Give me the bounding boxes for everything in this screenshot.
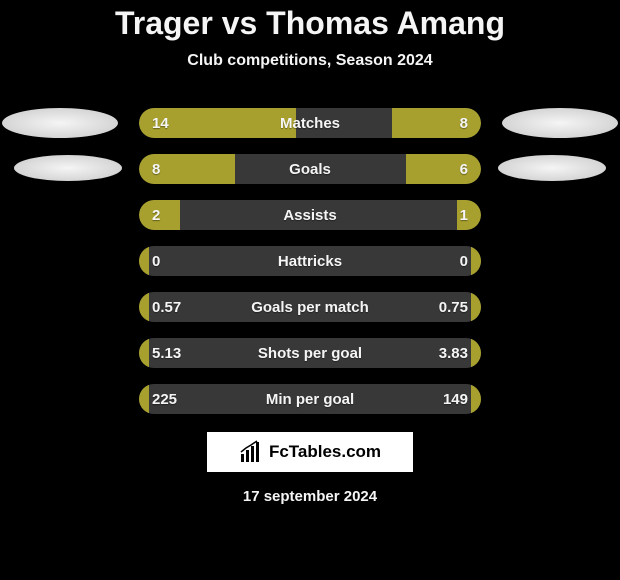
page-title: Trager vs Thomas Amang: [0, 5, 620, 42]
stat-row: 14Matches8: [139, 108, 481, 138]
stat-label: Assists: [139, 207, 481, 224]
stat-label: Shots per goal: [139, 345, 481, 362]
stat-value-right: 1: [460, 207, 468, 224]
stat-value-right: 0.75: [439, 299, 468, 316]
stat-value-right: 149: [443, 391, 468, 408]
chart-icon: [239, 440, 263, 464]
stat-value-right: 0: [460, 253, 468, 270]
stat-value-right: 6: [460, 161, 468, 178]
player-left-badge-1: [2, 108, 118, 138]
stat-row: 8Goals6: [139, 154, 481, 184]
stat-value-right: 3.83: [439, 345, 468, 362]
stat-row: 0Hattricks0: [139, 246, 481, 276]
player-right-badge-1: [502, 108, 618, 138]
stat-label: Goals: [139, 161, 481, 178]
stat-label: Hattricks: [139, 253, 481, 270]
stat-label: Min per goal: [139, 391, 481, 408]
stat-value-right: 8: [460, 115, 468, 132]
watermark-text: FcTables.com: [269, 442, 381, 462]
stat-row: 5.13Shots per goal3.83: [139, 338, 481, 368]
main-container: Trager vs Thomas Amang Club competitions…: [0, 0, 620, 580]
subtitle: Club competitions, Season 2024: [0, 52, 620, 70]
player-right-badge-2: [498, 155, 606, 181]
stats-area: 14Matches88Goals62Assists10Hattricks00.5…: [0, 108, 620, 414]
stat-label: Matches: [139, 115, 481, 132]
date-label: 17 september 2024: [0, 488, 620, 505]
player-left-badge-2: [14, 155, 122, 181]
stat-row: 225Min per goal149: [139, 384, 481, 414]
stat-rows-container: 14Matches88Goals62Assists10Hattricks00.5…: [139, 108, 481, 414]
stat-row: 2Assists1: [139, 200, 481, 230]
stat-row: 0.57Goals per match0.75: [139, 292, 481, 322]
stat-label: Goals per match: [139, 299, 481, 316]
watermark[interactable]: FcTables.com: [207, 432, 413, 472]
